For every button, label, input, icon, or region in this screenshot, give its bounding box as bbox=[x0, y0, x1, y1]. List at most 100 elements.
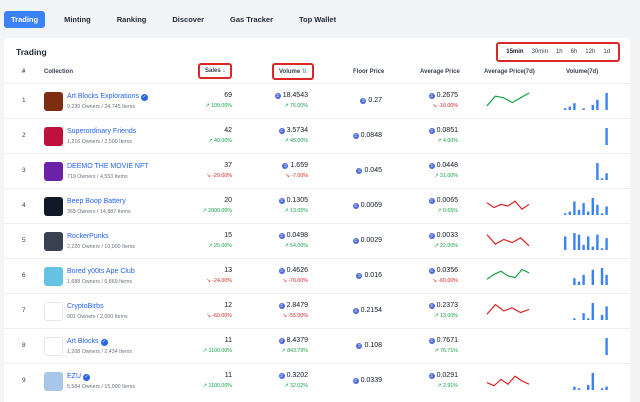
tab-discover[interactable]: Discover bbox=[172, 14, 205, 24]
sort-desc-icon: ↓ bbox=[222, 68, 226, 74]
collection-owners-items: 9,230 Owners / 24,745 Items bbox=[67, 104, 136, 110]
eth-icon: Ξ bbox=[428, 233, 435, 239]
trading-panel: Trading 15min 30min 1h 6h 12h 1d # Collection… bbox=[4, 38, 630, 402]
volume-value-text: 18.4543 bbox=[282, 92, 308, 99]
collection-owners-items: 1,216 Owners / 2,500 Items bbox=[67, 139, 133, 145]
eth-icon: Ξ bbox=[356, 168, 363, 174]
table-row[interactable]: 1 Art Blocks Explorations ✓ 9,230 Owners / … bbox=[4, 83, 630, 118]
collection-name[interactable]: RockerPunks bbox=[67, 233, 109, 240]
time-range-1d[interactable]: 1d bbox=[603, 49, 610, 55]
trend-arrow-icon: ↘ bbox=[206, 313, 213, 319]
table-row[interactable]: 4 Beep Boop Battery 365 Owners / 14,887 It… bbox=[4, 188, 630, 223]
tab-trading[interactable]: Trading bbox=[4, 10, 46, 28]
time-range-12h[interactable]: 12h bbox=[585, 49, 596, 55]
table-row[interactable]: 2 Superordinary Friends 1,216 Owners / 2,5… bbox=[4, 118, 630, 153]
volume-bar bbox=[577, 209, 581, 215]
average-price: Ξ 0.2675 bbox=[428, 92, 458, 99]
sparkline-path bbox=[486, 268, 530, 280]
volume-change: ↗ 45.00% bbox=[284, 138, 308, 144]
volume-bar bbox=[564, 108, 567, 110]
sales-value: 42 bbox=[224, 127, 232, 134]
average-price-change: ↗ 13.00% bbox=[434, 313, 458, 319]
collection-name[interactable]: EZU ✓ bbox=[67, 373, 90, 381]
volume-value-text: 0.0498 bbox=[286, 232, 308, 239]
sales-change: ↗ 1100.00% bbox=[203, 348, 232, 354]
time-range-30min[interactable]: 30min bbox=[531, 49, 548, 55]
average-price-change-value: 2.91% bbox=[442, 383, 458, 389]
collection-name[interactable]: CryptoBirbs bbox=[67, 303, 104, 310]
collection-avatar bbox=[44, 197, 63, 216]
volume-7d-bars bbox=[564, 93, 608, 110]
collection-name[interactable]: DEEMO THE MOVIE NFT bbox=[67, 163, 149, 170]
table-row[interactable]: 9 EZU ✓ 5,584 Owners / 15,000 Items 11 ↗ 1100… bbox=[4, 363, 630, 398]
average-price: Ξ 0.0065 bbox=[428, 197, 458, 204]
table-row[interactable]: 5 RockerPunks 2,220 Owners / 10,000 Items 1… bbox=[4, 223, 630, 258]
volume-bar bbox=[596, 163, 599, 180]
verified-icon: ✓ bbox=[100, 339, 108, 346]
average-price-change-value: 0.65% bbox=[442, 208, 458, 214]
average-price: Ξ 0.0033 bbox=[428, 232, 458, 239]
sales-value: 11 bbox=[224, 337, 232, 344]
sales-change-value: -24.00% bbox=[212, 278, 232, 284]
volume-bar bbox=[605, 173, 608, 180]
trend-arrow-icon: ↗ bbox=[284, 383, 291, 389]
volume-bar bbox=[573, 318, 576, 320]
volume-bar bbox=[577, 234, 581, 250]
trend-arrow-icon: ↗ bbox=[281, 348, 288, 354]
average-price-change: ↗ 31.00% bbox=[434, 173, 458, 179]
time-range-15min[interactable]: 15min bbox=[506, 49, 524, 55]
collection-name[interactable]: Art Blocks Explorations ✓ bbox=[67, 93, 148, 101]
volume-change-value: 54.00% bbox=[290, 243, 308, 249]
time-range-6h[interactable]: 6h bbox=[570, 49, 578, 55]
sparkline-path bbox=[486, 375, 530, 387]
tab-top-wallet[interactable]: Top Wallet bbox=[299, 14, 337, 24]
table-row[interactable]: 6 Bored y00ts Ape Club 1,688 Owners / 6,86… bbox=[4, 258, 630, 293]
trend-arrow-icon: ↗ bbox=[284, 243, 291, 249]
table-row[interactable]: 3 DEEMO THE MOVIE NFT 719 Owners / 4,553 I… bbox=[4, 153, 630, 188]
eth-icon: Ξ bbox=[352, 308, 359, 314]
collection-owners-items: 901 Owners / 2,000 Items bbox=[67, 314, 128, 320]
volume-bar bbox=[591, 198, 594, 215]
eth-icon: Ξ bbox=[278, 128, 285, 134]
volume-7d-bars bbox=[564, 198, 608, 215]
volume-bar bbox=[573, 201, 576, 215]
tab-ranking[interactable]: Ranking bbox=[116, 14, 147, 24]
collection-name[interactable]: Beep Boop Battery bbox=[67, 198, 126, 205]
tab-gas-tracker[interactable]: Gas Tracker bbox=[230, 14, 273, 24]
volume-change-value: -7.00% bbox=[291, 173, 308, 179]
time-range-1h[interactable]: 1h bbox=[555, 49, 563, 55]
sales-change: ↘ -60.00% bbox=[206, 313, 232, 319]
volume-bar bbox=[587, 211, 590, 215]
volume-change: ↗ 76.00% bbox=[284, 103, 308, 109]
floor-price: Ξ 0.0069 bbox=[352, 202, 382, 209]
trend-arrow-icon: ↗ bbox=[437, 208, 443, 214]
volume-7d-bars bbox=[605, 338, 608, 355]
collection-name[interactable]: Bored y00ts Ape Club bbox=[67, 268, 135, 275]
average-price-text: 0.0033 bbox=[436, 232, 458, 239]
collection-name[interactable]: Art Blocks ✓ bbox=[67, 338, 108, 346]
volume-bar bbox=[605, 128, 608, 145]
volume-value: Ξ 1.659 bbox=[282, 162, 308, 169]
table-row[interactable]: 7 CryptoBirbs 901 Owners / 2,000 Items 12 ↘ … bbox=[4, 293, 630, 328]
tab-minting[interactable]: Minting bbox=[64, 14, 91, 24]
collection-name[interactable]: Superordinary Friends bbox=[67, 128, 136, 135]
sales-change-value: 1100.00% bbox=[208, 383, 232, 389]
volume-bar bbox=[600, 268, 604, 285]
average-price-change-value: -60.00% bbox=[438, 278, 458, 284]
sales-value: 11 bbox=[224, 372, 232, 379]
volume-bar bbox=[582, 274, 585, 285]
collection-owners-items: 5,584 Owners / 15,000 Items bbox=[67, 384, 136, 390]
volume-bar bbox=[573, 278, 576, 285]
volume-bar bbox=[587, 236, 590, 250]
eth-icon: Ξ bbox=[352, 378, 359, 384]
collection-name-text: RockerPunks bbox=[67, 233, 109, 240]
col-volume-sort[interactable]: Volume ⇅ bbox=[272, 63, 314, 80]
trend-arrow-icon: ↗ bbox=[434, 243, 441, 249]
col-floor: Floor Price bbox=[353, 69, 385, 75]
col-sales-sort[interactable]: Sales ↓ bbox=[198, 63, 233, 79]
table-row[interactable]: 8 Art Blocks ✓ 1,208 Owners / 2,434 Items 11… bbox=[4, 328, 630, 363]
row-rank: 1 bbox=[22, 97, 26, 104]
volume-change-value: 76.00% bbox=[290, 103, 308, 109]
sales-change-value: 2000.00% bbox=[208, 208, 232, 214]
average-price-change-value: 76.71% bbox=[440, 348, 458, 354]
